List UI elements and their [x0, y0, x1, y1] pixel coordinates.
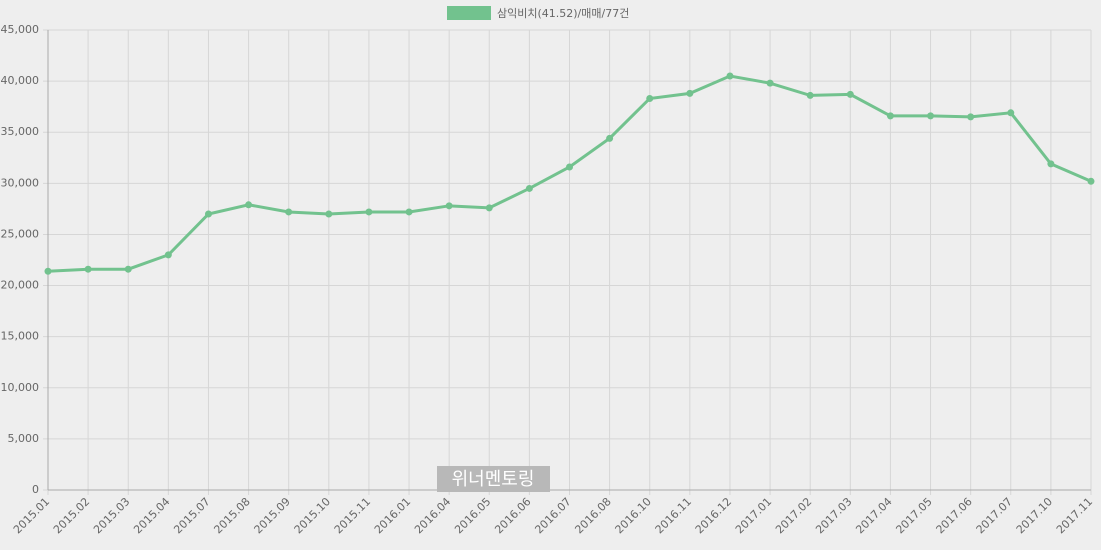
- x-tick-label: 2015.11: [332, 495, 373, 536]
- x-tick-label: 2017.07: [974, 495, 1015, 536]
- point: [405, 208, 413, 216]
- x-tick-label: 2015.01: [11, 495, 52, 536]
- point: [1047, 160, 1055, 168]
- point: [204, 210, 212, 218]
- point: [525, 184, 533, 192]
- y-tick-label: 45,000: [1, 23, 40, 36]
- y-tick-label: 35,000: [1, 125, 40, 138]
- x-tick-label: 2016.06: [492, 495, 533, 536]
- legend-swatch: [447, 6, 491, 20]
- x-tick-label: 2016.10: [613, 495, 654, 536]
- point: [766, 79, 774, 87]
- point: [686, 89, 694, 97]
- point: [325, 210, 333, 218]
- x-tick-label: 2016.12: [693, 495, 734, 536]
- x-tick-label: 2015.02: [51, 495, 92, 536]
- x-tick-label: 2016.01: [372, 495, 413, 536]
- y-tick-label: 10,000: [1, 381, 40, 394]
- point: [646, 94, 654, 102]
- y-tick-label: 40,000: [1, 74, 40, 87]
- point: [806, 91, 814, 99]
- x-tick-label: 2017.02: [773, 495, 814, 536]
- x-tick-label: 2017.10: [1014, 495, 1055, 536]
- x-tick-label: 2017.06: [934, 495, 975, 536]
- point: [606, 134, 614, 142]
- point: [566, 163, 573, 171]
- x-tick-label: 2015.04: [131, 495, 172, 536]
- point: [967, 113, 975, 121]
- x-tick-label: 2016.11: [653, 495, 694, 536]
- x-tick-label: 2015.09: [252, 495, 293, 536]
- x-tick-label: 2017.11: [1054, 495, 1095, 536]
- x-tick-label: 2015.07: [171, 495, 212, 536]
- point: [927, 112, 935, 120]
- point: [846, 90, 854, 98]
- point: [84, 265, 92, 273]
- point: [44, 267, 52, 275]
- x-tick-label: 2017.03: [813, 495, 854, 536]
- y-tick-label: 25,000: [1, 227, 40, 240]
- x-tick-label: 2016.08: [572, 495, 613, 536]
- y-tick-label: 0: [32, 483, 39, 496]
- point: [1007, 109, 1015, 117]
- x-tick-label: 2016.05: [452, 495, 493, 536]
- x-tick-label: 2015.03: [91, 495, 132, 536]
- y-tick-label: 20,000: [1, 279, 40, 292]
- x-tick-label: 2016.07: [532, 495, 573, 536]
- point: [485, 204, 493, 212]
- point: [445, 202, 453, 210]
- x-tick-label: 2015.08: [211, 495, 252, 536]
- point: [124, 265, 132, 273]
- x-tick-label: 2017.01: [733, 495, 774, 536]
- x-tick-label: 2015.10: [292, 495, 333, 536]
- y-tick-label: 15,000: [1, 330, 40, 343]
- watermark: 위너멘토링: [452, 469, 535, 490]
- legend-label: 삼익비치(41.52)/매매/77건: [497, 7, 629, 20]
- point: [285, 208, 293, 216]
- point: [886, 112, 894, 120]
- point: [726, 72, 734, 80]
- watermark-box: [437, 466, 550, 492]
- x-tick-label: 2017.04: [853, 495, 894, 536]
- point: [1087, 177, 1095, 185]
- x-tick-label: 2016.04: [412, 495, 453, 536]
- y-tick-label: 5,000: [8, 432, 40, 445]
- point: [245, 201, 253, 209]
- point: [164, 251, 172, 259]
- y-tick-label: 30,000: [1, 176, 40, 189]
- point: [365, 208, 373, 216]
- x-tick-label: 2017.05: [893, 495, 934, 536]
